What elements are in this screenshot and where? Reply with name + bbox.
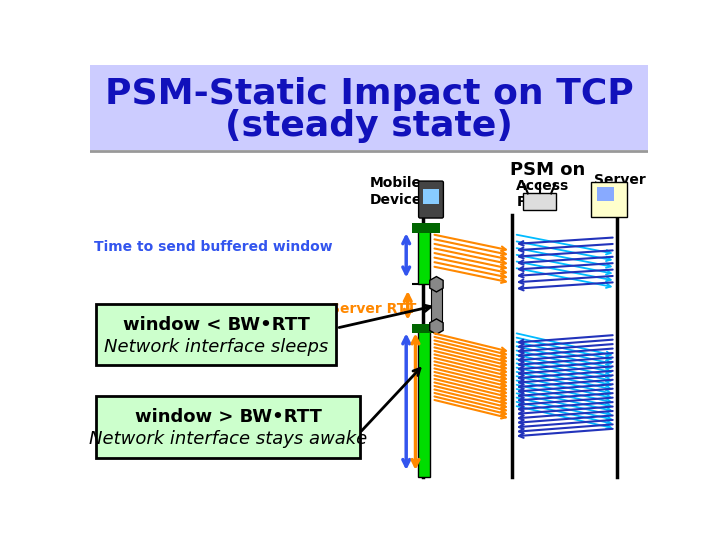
Bar [412,224,439,233]
Text: Mobile
Device: Mobile Device [370,177,423,207]
Bar [96,396,360,457]
Bar [96,303,336,365]
FancyBboxPatch shape [418,181,444,218]
Text: window < BW•RTT: window < BW•RTT [123,316,310,334]
Text: Server RTT: Server RTT [330,302,417,316]
Text: PSM on: PSM on [510,161,585,179]
Bar [418,327,431,477]
Bar [431,284,442,327]
FancyBboxPatch shape [591,182,627,217]
Text: window > BW•RTT: window > BW•RTT [135,408,321,427]
Bar [90,65,648,150]
Bar [412,323,439,333]
Text: PSM-Static Impact on TCP: PSM-Static Impact on TCP [104,77,634,111]
Bar [418,226,431,284]
Text: Server: Server [594,173,646,187]
Text: Network interface sleeps: Network interface sleeps [104,338,328,356]
FancyBboxPatch shape [523,193,556,210]
Text: (steady state): (steady state) [225,110,513,144]
Text: Time to send buffered window: Time to send buffered window [94,240,333,254]
Text: Access
Point: Access Point [516,179,570,209]
Bar [597,187,614,201]
Bar [423,189,438,204]
Text: Network interface stays awake: Network interface stays awake [89,430,367,448]
